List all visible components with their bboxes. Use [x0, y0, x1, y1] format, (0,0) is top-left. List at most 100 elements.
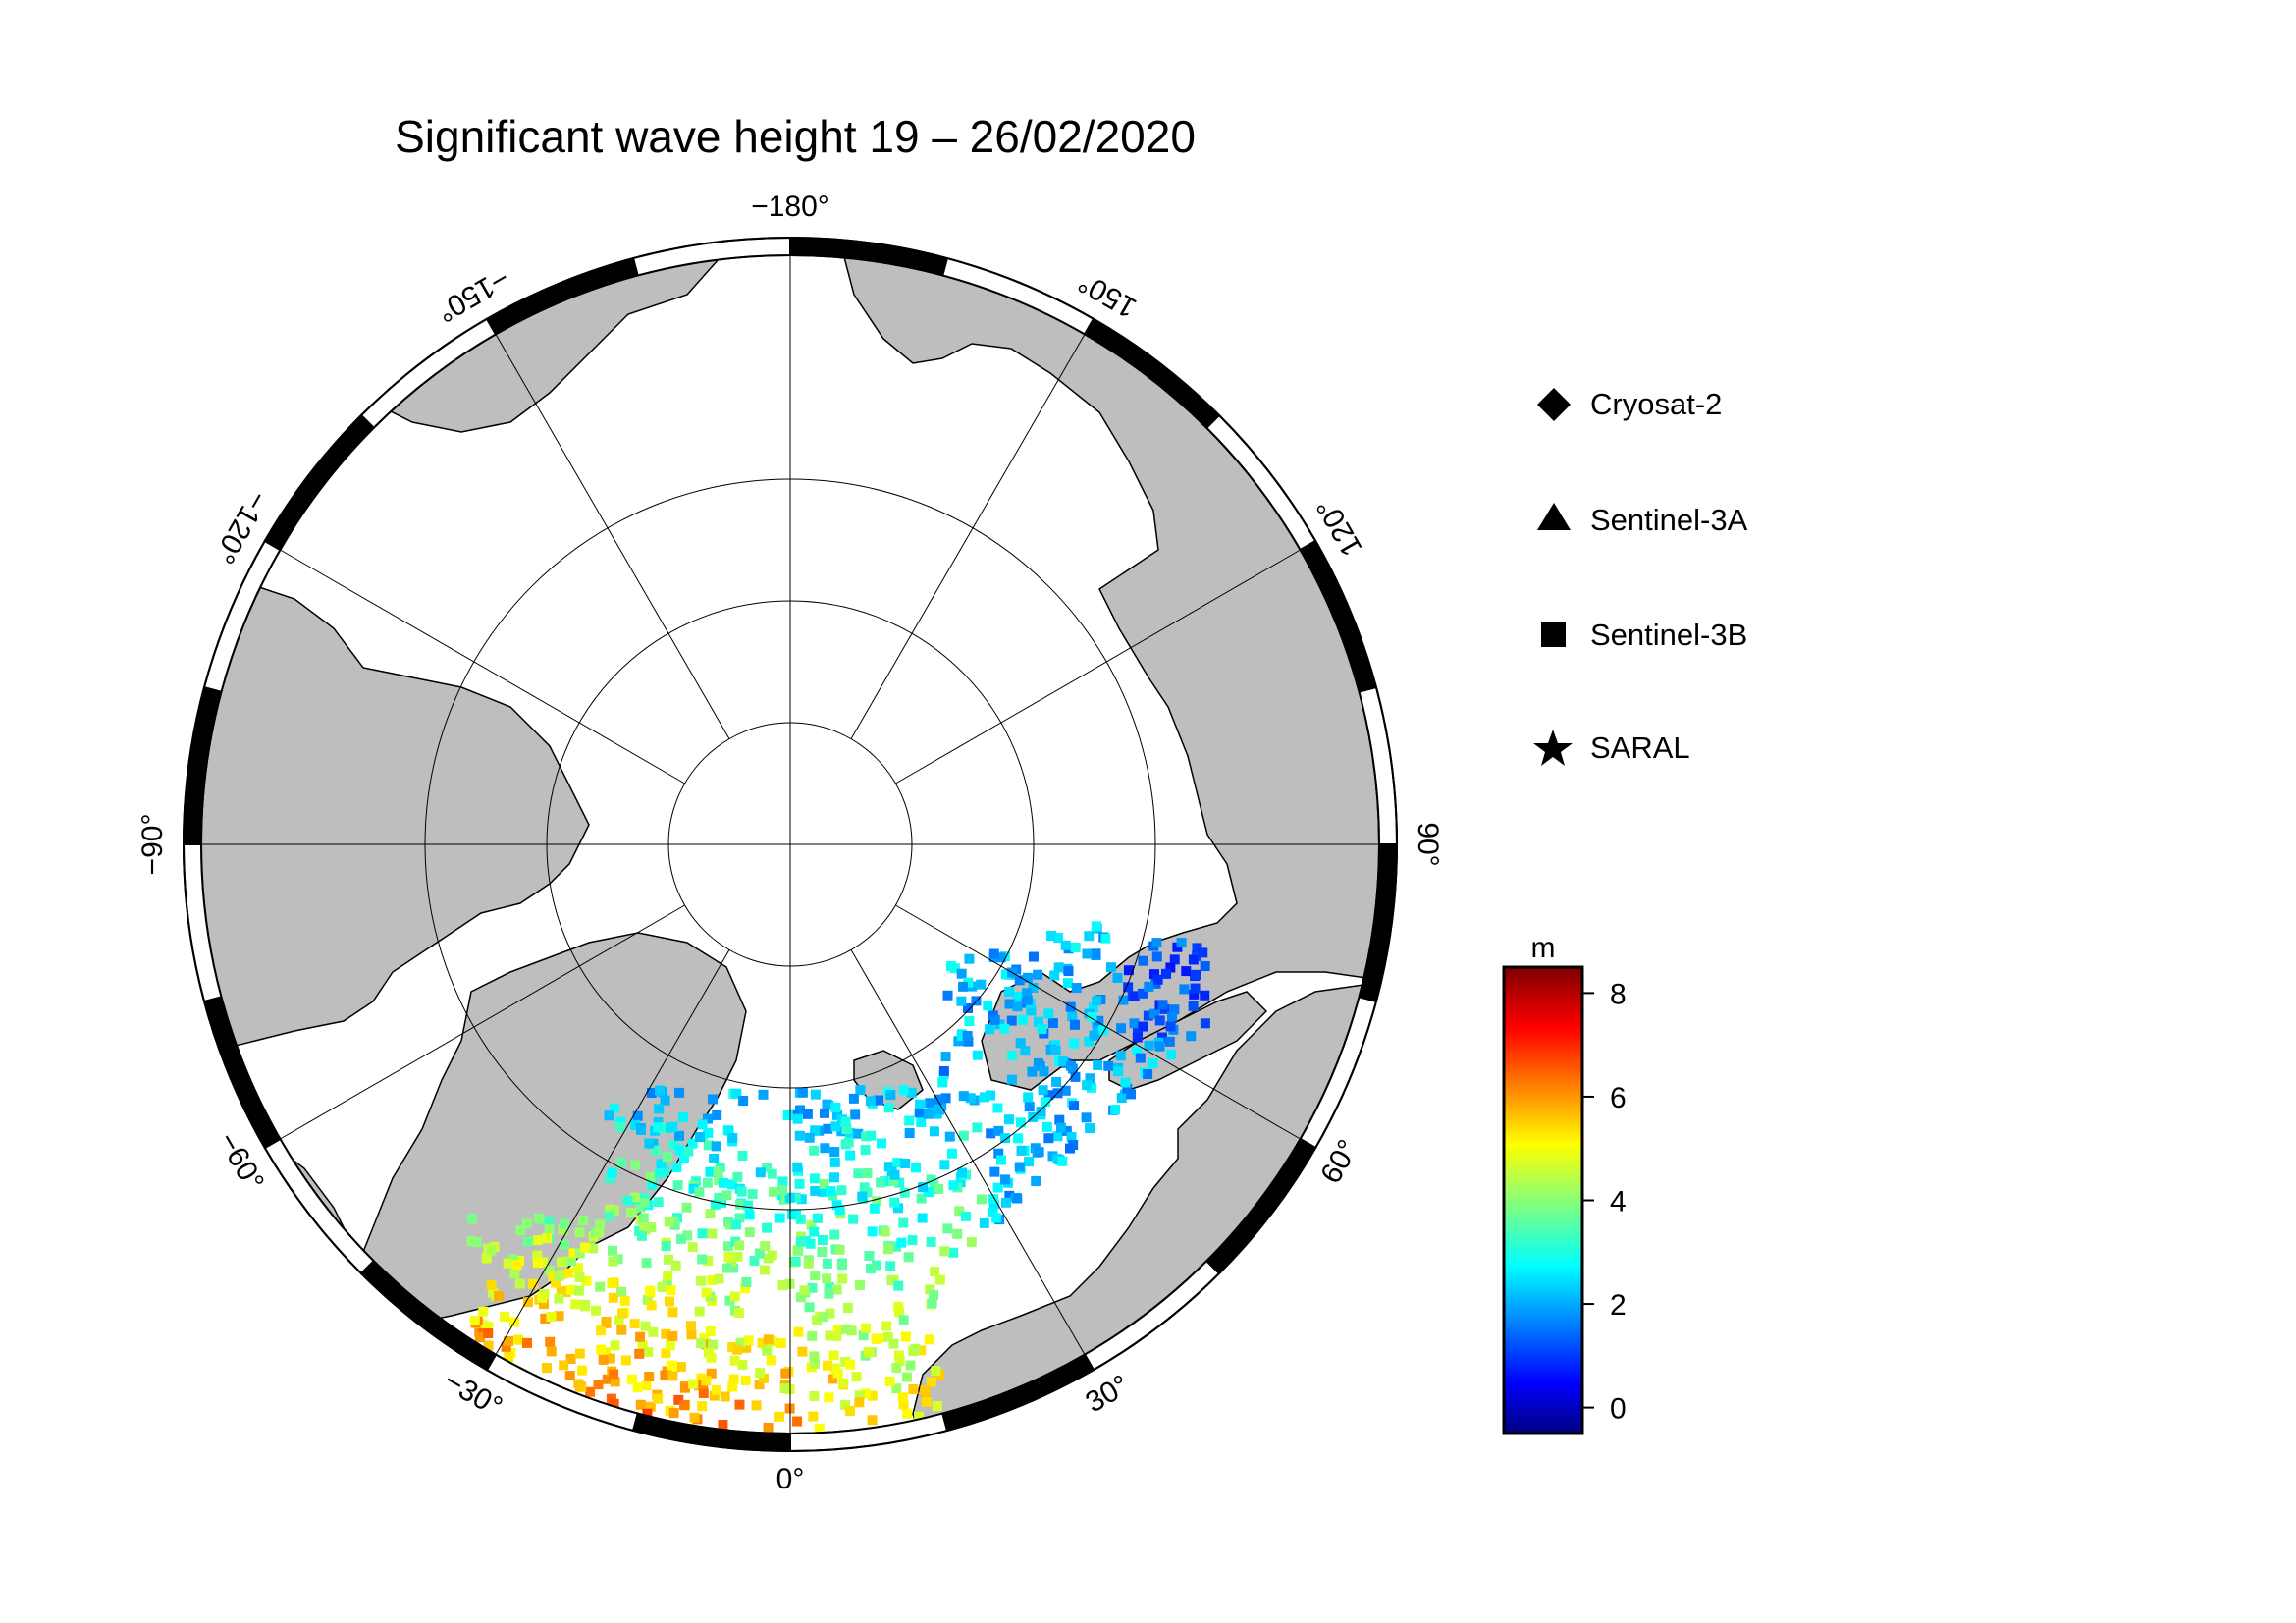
observation-point: [532, 1257, 543, 1268]
legend-label-cryosat: Cryosat-2: [1590, 387, 1722, 421]
observation-point: [743, 1335, 754, 1346]
observation-point: [514, 1278, 525, 1289]
observation-point: [1013, 1133, 1024, 1144]
observation-point: [610, 1340, 620, 1351]
observation-point: [1105, 962, 1116, 973]
observation-point: [1022, 995, 1033, 1005]
colorbar-tick-label: 2: [1610, 1289, 1627, 1322]
observation-point: [653, 1393, 664, 1404]
observation-point: [859, 1182, 870, 1193]
observation-point: [741, 1276, 752, 1287]
observation-point: [823, 1123, 833, 1134]
observation-point: [1022, 988, 1033, 999]
observation-point: [740, 1375, 751, 1385]
observation-point: [541, 1363, 552, 1374]
observation-point: [1031, 1175, 1041, 1186]
observation-point: [685, 1321, 696, 1331]
observation-point: [673, 1394, 684, 1405]
observation-point: [1188, 954, 1199, 965]
observation-point: [545, 1336, 556, 1347]
meridian-line: [495, 949, 730, 1355]
observation-point: [793, 1245, 804, 1256]
observation-point: [1046, 930, 1057, 941]
observation-point: [723, 1252, 734, 1263]
observation-point: [1012, 1193, 1023, 1204]
observation-point: [1057, 1156, 1068, 1166]
observation-point: [723, 1241, 734, 1252]
observation-point: [644, 1372, 655, 1382]
observation-point: [660, 1165, 670, 1176]
observation-point: [677, 1111, 688, 1122]
observation-point: [1154, 1015, 1165, 1026]
observation-point: [956, 968, 967, 979]
observation-point: [639, 1198, 650, 1209]
observation-point: [1176, 938, 1187, 948]
observation-point: [1033, 1016, 1043, 1027]
observation-point: [1014, 1162, 1025, 1172]
observation-point: [699, 1332, 710, 1343]
observation-point: [812, 1213, 823, 1223]
observation-point: [538, 1257, 549, 1268]
observation-point: [703, 1127, 714, 1138]
observation-point: [900, 1158, 911, 1168]
observation-point: [766, 1355, 776, 1366]
observation-point: [999, 1023, 1010, 1034]
observation-point: [958, 981, 969, 992]
observation-point: [1138, 1021, 1148, 1032]
observation-point: [992, 1182, 1003, 1193]
observation-point: [703, 1256, 714, 1267]
observation-point: [608, 1256, 618, 1267]
observation-point: [855, 1279, 866, 1290]
observation-point: [720, 1391, 730, 1402]
observation-point: [1088, 1002, 1098, 1013]
observation-point: [636, 1230, 647, 1241]
observation-point: [1052, 1131, 1063, 1142]
observation-point: [955, 1177, 966, 1188]
observation-point: [853, 1168, 864, 1179]
observation-point: [1166, 1011, 1177, 1022]
observation-point: [829, 1157, 840, 1167]
observation-point: [727, 1132, 738, 1143]
observation-point: [675, 1362, 686, 1373]
observation-point: [1089, 1030, 1099, 1041]
observation-point: [1054, 1114, 1065, 1125]
observation-point: [737, 1360, 748, 1371]
observation-point: [925, 1098, 935, 1109]
observation-point: [671, 1162, 682, 1172]
observation-point: [661, 1348, 671, 1359]
observation-point: [1069, 1019, 1080, 1030]
observation-point: [653, 1197, 664, 1208]
observation-point: [884, 1376, 895, 1386]
observation-point: [865, 1264, 876, 1274]
observation-point: [914, 1108, 925, 1118]
observation-point: [522, 1236, 533, 1247]
observation-point: [1191, 969, 1201, 980]
observation-point: [1037, 1024, 1047, 1035]
observation-point: [1003, 1114, 1014, 1125]
observation-point: [963, 977, 974, 988]
observation-point: [1070, 1071, 1081, 1082]
observation-point: [642, 1294, 653, 1305]
observation-point: [885, 1090, 896, 1101]
observation-point: [915, 1099, 926, 1109]
observation-point: [758, 1089, 769, 1100]
observation-point: [1093, 1059, 1103, 1070]
observation-point: [622, 1195, 633, 1206]
observation-point: [937, 1077, 948, 1088]
observation-point: [1081, 1112, 1092, 1123]
observation-point: [1115, 1051, 1126, 1061]
observation-point: [688, 1379, 699, 1389]
observation-point: [926, 1377, 936, 1387]
observation-point: [891, 1363, 902, 1374]
observation-point: [709, 1153, 720, 1163]
colorbar-tick-label: 8: [1610, 978, 1627, 1010]
observation-point: [474, 1332, 485, 1343]
observation-point: [992, 1103, 1003, 1113]
observation-point: [795, 1214, 806, 1224]
observation-point: [809, 1226, 820, 1237]
observation-point: [908, 1346, 919, 1357]
observation-point: [831, 1200, 842, 1211]
observation-point: [954, 1206, 965, 1217]
observation-point: [817, 1246, 828, 1257]
legend-label-sentinel-3b: Sentinel-3B: [1590, 618, 1747, 652]
